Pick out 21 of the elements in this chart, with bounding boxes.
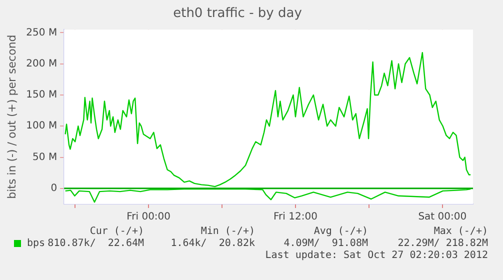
x-tick-label: Fri 00:00 xyxy=(126,212,171,223)
y-tick-label: 250 M xyxy=(26,27,58,38)
text: 4.09M/ 91.08M xyxy=(284,238,368,249)
legend-label: bps xyxy=(26,238,46,249)
text: Last update: Sat Oct 27 02:20:03 2012 xyxy=(265,250,488,261)
text: 22.29M/ 218.82M xyxy=(398,238,488,249)
x-tick-label: Fri 12:00 xyxy=(274,212,318,223)
text: Max (-/+) xyxy=(434,226,488,237)
y-tick-label: 50 M xyxy=(32,152,58,163)
y-tick-label: 150 M xyxy=(26,90,58,101)
text: Min (-/+) xyxy=(200,226,255,237)
chart-title: eth0 traffic - by day xyxy=(173,6,302,22)
text: Cur (-/+) xyxy=(90,226,144,237)
y-tick-label: 200 M xyxy=(26,58,58,70)
text: Avg (-/+) xyxy=(314,226,368,237)
y-tick-label: 100 M xyxy=(26,120,58,132)
x-tick-label: Sat 00:00 xyxy=(418,212,467,223)
text: 810.87k/ 22.64M xyxy=(48,238,144,249)
y-axis-title: bits in (-) / out (+) per second xyxy=(5,34,18,199)
y-tick-label: 0 xyxy=(50,183,58,194)
text: 1.64k/ 20.82k xyxy=(170,238,255,249)
